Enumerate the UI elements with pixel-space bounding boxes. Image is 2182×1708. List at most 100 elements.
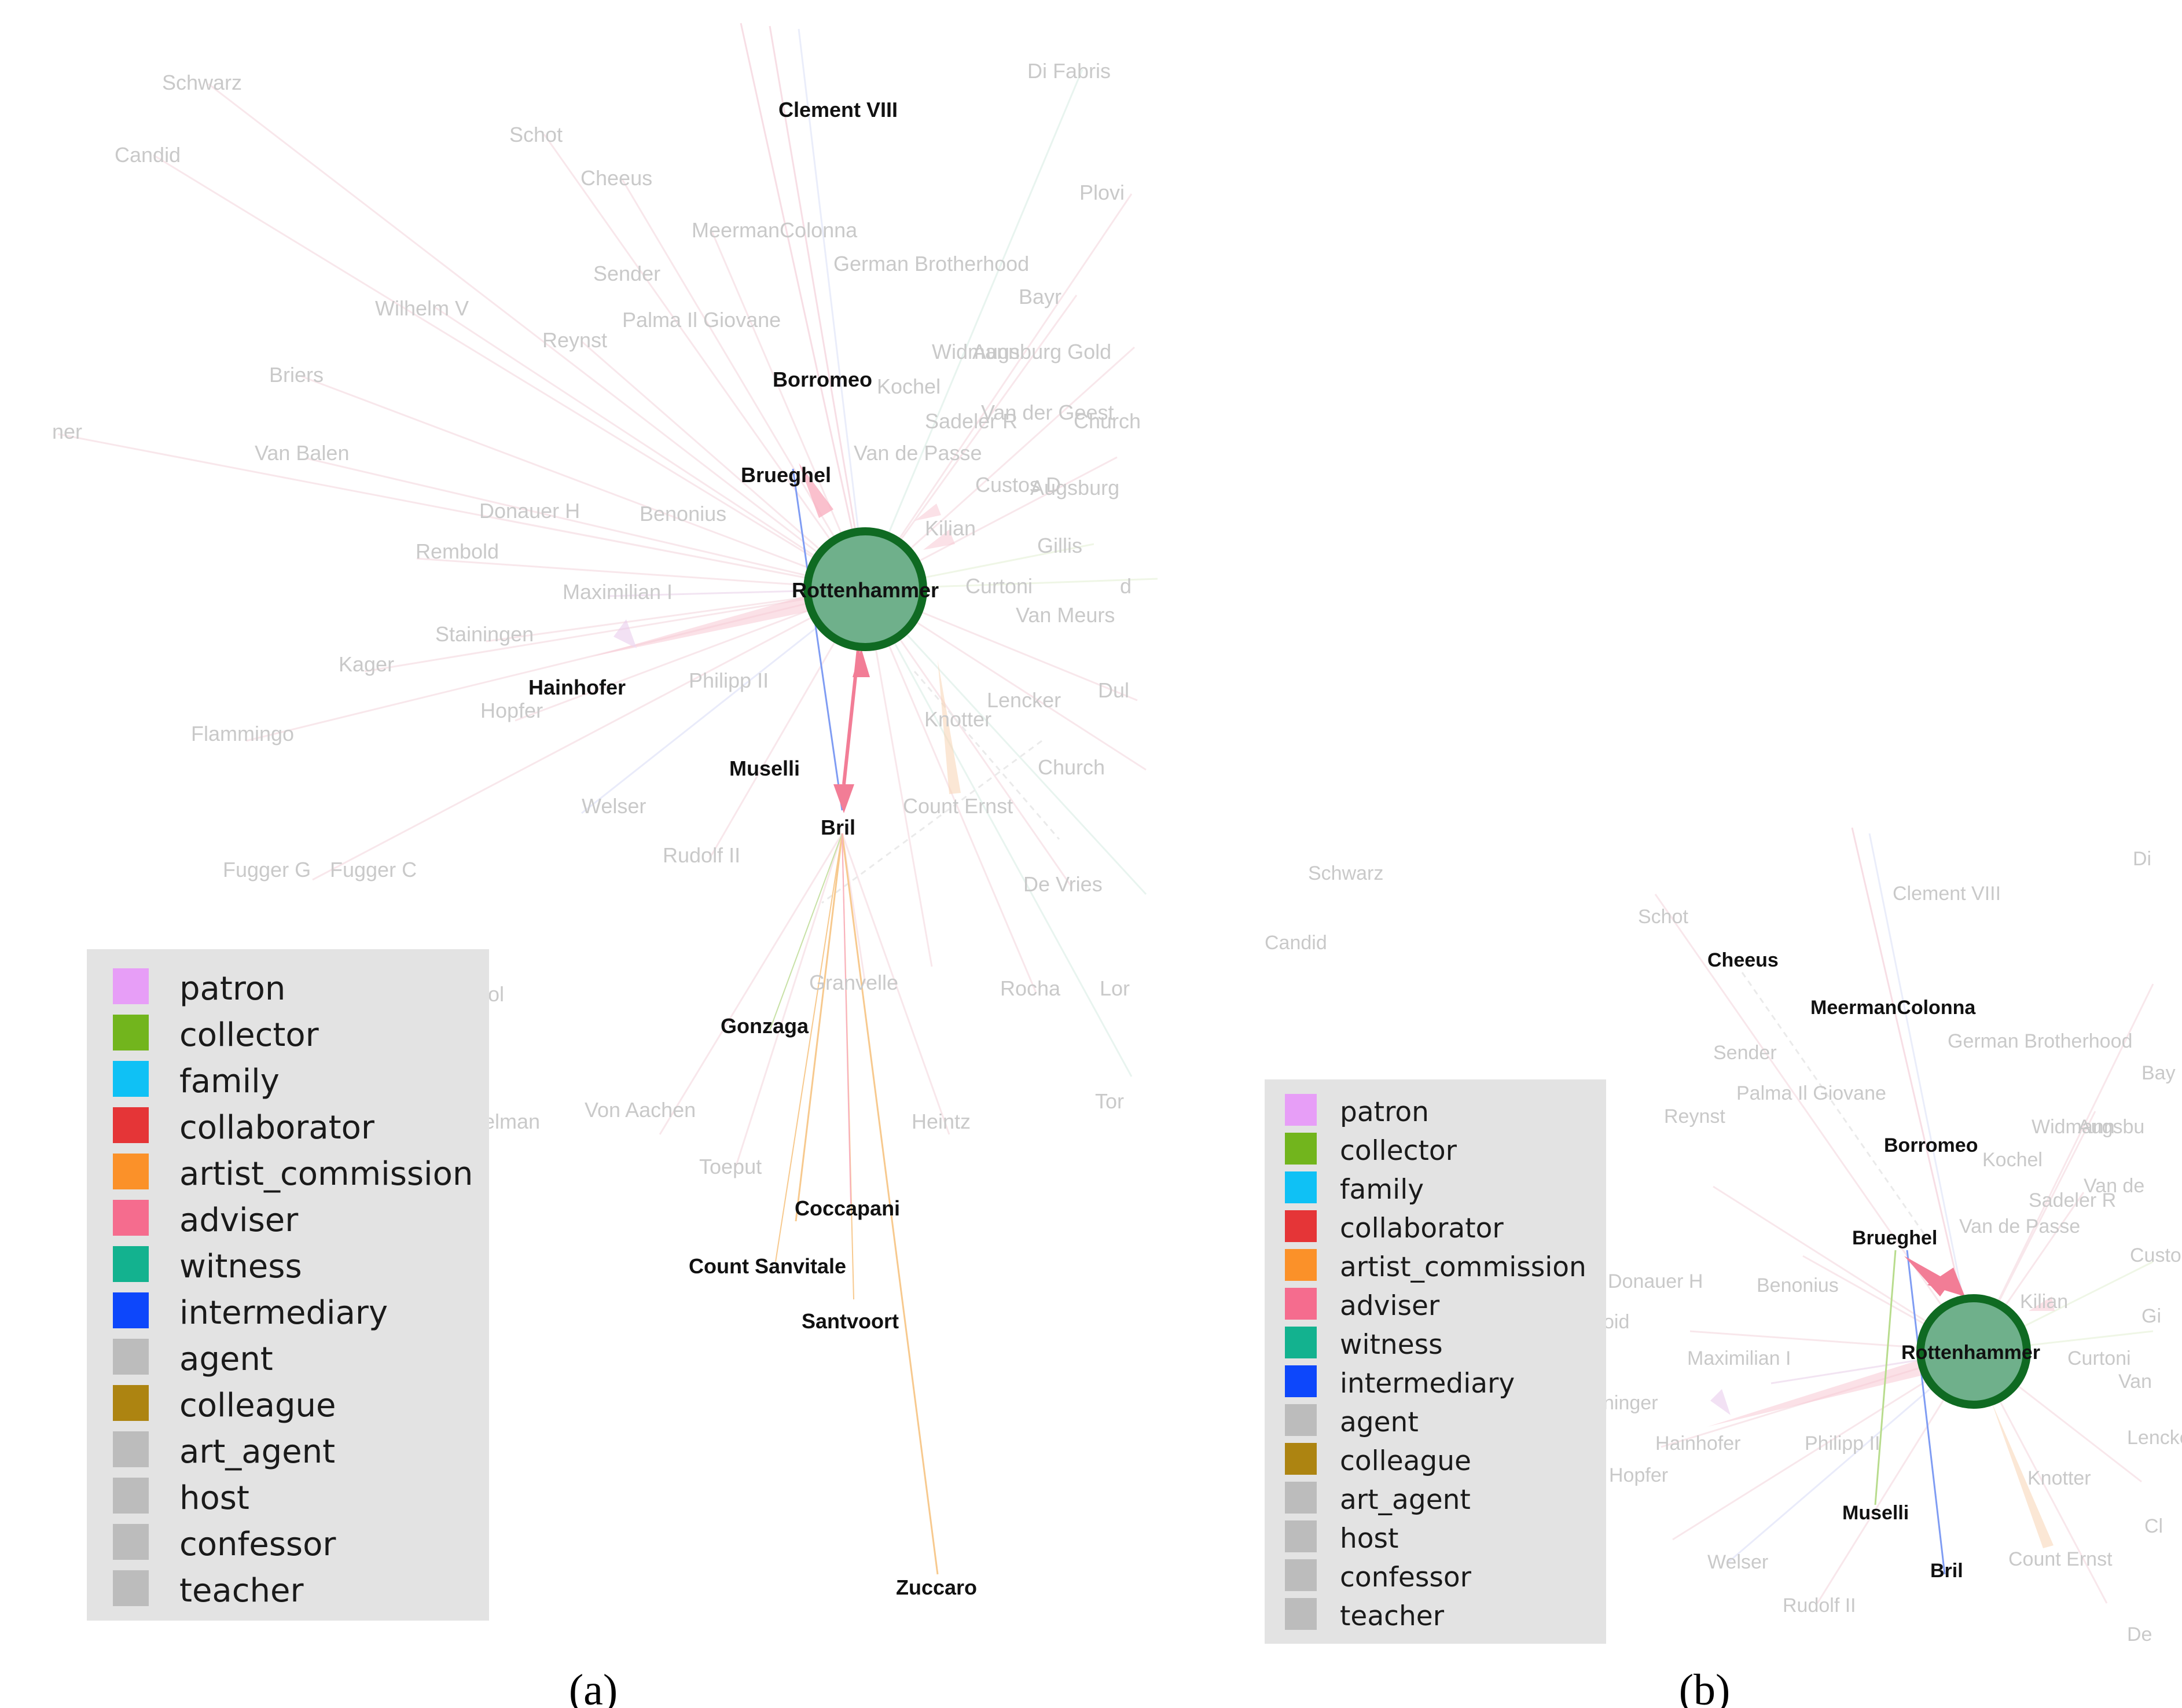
node-label: Borromeo — [1884, 1134, 1978, 1156]
legend-swatch-agent — [113, 1339, 149, 1375]
node-label-faded: Wilhelm V — [375, 296, 469, 320]
legend-label-confessor: confessor — [179, 1526, 336, 1563]
legend-swatch-witness — [113, 1246, 149, 1282]
node-circle-rottenhammer-b[interactable] — [1916, 1294, 2031, 1409]
node-label-faded: ninger — [1603, 1392, 1658, 1414]
node-label-faded: Candid — [115, 143, 181, 167]
legend-label-artist-commission: artist_commission — [1340, 1251, 1586, 1283]
node-label-faded: Palma Il Giovane — [622, 308, 781, 332]
node-label-faded: Schot — [509, 123, 563, 146]
panel-a-highlight-labels: Clement VIII Borromeo Brueghel Hainhofer… — [528, 98, 977, 1599]
node-label-faded: Hopfer — [1609, 1464, 1668, 1486]
legend-label-teacher: teacher — [1340, 1600, 1445, 1632]
node-label-faded: Philipp II — [689, 668, 769, 692]
legend-swatch-artist-commission — [113, 1154, 149, 1189]
node-label-faded: elman — [483, 1110, 540, 1133]
node-label: Borromeo — [773, 368, 872, 391]
node-label-faded: Donauer H — [479, 499, 580, 523]
legend-swatch-adviser — [1285, 1288, 1317, 1320]
node-label-faded: Knotter — [924, 707, 991, 731]
node-label-faded: Plovi — [1079, 181, 1125, 204]
node-label-faded: Count Ernst — [903, 794, 1013, 818]
legend-b-box — [1265, 1079, 1606, 1644]
node-label-faded: Di — [2133, 848, 2151, 870]
node-label-faded: Maximilian I — [563, 580, 673, 604]
node-label-faded: Custos — [2130, 1244, 2182, 1266]
panel-a-highlight-edges — [769, 463, 939, 1575]
legend-label-host: host — [179, 1479, 249, 1517]
legend-swatch-confessor — [113, 1524, 149, 1560]
node-label-faded: Lencker — [987, 688, 1061, 712]
node-label-faded: Benonius — [1757, 1274, 1839, 1296]
node-label-faded: Lencke — [2127, 1427, 2182, 1449]
node-label-faded: Reynst — [1664, 1105, 1725, 1127]
legend-swatch-collector — [113, 1015, 149, 1050]
legend-b: patron collector family collaborator artist_… — [1265, 1079, 1606, 1644]
legend-swatch-collaborator — [113, 1107, 149, 1143]
node-label-faded: oid — [1603, 1311, 1629, 1333]
legend-label-witness: witness — [179, 1248, 302, 1285]
panel-a-faded-edges — [57, 23, 1158, 1170]
node-label-faded: De Vries — [1023, 872, 1103, 896]
legend-label-intermediary: intermediary — [179, 1294, 388, 1332]
legend-swatch-intermediary — [113, 1292, 149, 1328]
node-label-faded: Briers — [269, 363, 324, 387]
node-label-faded: Tor — [1095, 1089, 1124, 1113]
node-label-faded: Di Fabris — [1027, 59, 1111, 83]
node-label-center-b: Rottenhammer — [1901, 1342, 2040, 1364]
node-label-faded: Rocha — [1000, 976, 1061, 1000]
node-label-faded: Church — [1074, 409, 1141, 433]
panel-b-highlight-edges — [1874, 1250, 1965, 1575]
legend-label-agent: agent — [179, 1340, 273, 1378]
node-label-faded: Fugger C — [330, 858, 417, 881]
node-label-faded: Cheeus — [581, 166, 652, 190]
node-label-faded: Palma Il Giovane — [1736, 1082, 1886, 1104]
legend-swatch-host — [1285, 1520, 1317, 1552]
node-label-faded: Widmann — [2032, 1116, 2115, 1138]
node-label-faded: Widmann — [932, 340, 1020, 363]
node-label-faded: Sadeler R — [925, 409, 1017, 433]
caption-a: (a) — [569, 1666, 618, 1708]
node-circle-rottenhammer[interactable] — [803, 527, 927, 651]
node-label-faded: Welser — [1707, 1551, 1768, 1573]
node-label-faded: Heintz — [912, 1110, 971, 1133]
node-label-faded: Augsburg Gold — [972, 340, 1111, 363]
legend-swatch-family — [1285, 1171, 1317, 1203]
node-label-faded: Church — [1038, 755, 1105, 779]
node-label-faded: Augsburg — [1030, 476, 1119, 499]
legend-swatch-collector — [1285, 1133, 1317, 1165]
node-label-faded: Flammingo — [191, 722, 294, 745]
legend-label-host: host — [1340, 1523, 1398, 1555]
panel-b-highlight-labels: Cheeus MeermanColonna Borromeo Brueghel … — [1707, 949, 1978, 1582]
legend-swatch-agent — [1285, 1404, 1317, 1436]
legend-label-family: family — [1340, 1174, 1424, 1206]
node-label: Brueghel — [741, 463, 831, 487]
node-label-faded: Curtoni — [2067, 1347, 2131, 1369]
legend-label-teacher: teacher — [179, 1572, 304, 1610]
node-label-faded: German Brotherhood — [1948, 1030, 2132, 1052]
node-label-faded: Donauer H — [1608, 1270, 1703, 1292]
node-label: MeermanColonna — [1810, 997, 1976, 1019]
node-label-faded: Van de Passe — [1959, 1215, 2080, 1237]
node-label-faded: MeermanColonna — [692, 218, 858, 242]
panel-a-faded-arrows — [590, 504, 961, 794]
node-label-faded: Custos D — [975, 473, 1061, 497]
node-label-faded: Bayr — [1019, 285, 1061, 308]
legend-swatch-teacher — [113, 1570, 149, 1606]
legend-label-witness: witness — [1340, 1329, 1443, 1361]
legend-label-collector: collector — [1340, 1135, 1457, 1167]
node-label-faded: Curtoni — [965, 574, 1033, 598]
legend-swatch-adviser — [113, 1200, 149, 1236]
node-label-faded: Van der Geest — [981, 401, 1114, 424]
legend-a-box — [87, 949, 489, 1621]
node-label-faded: Gi — [2141, 1305, 2161, 1327]
node-label: Gonzaga — [721, 1014, 809, 1038]
node-label-faded: Kilian — [925, 516, 976, 540]
node-label: Brueghel — [1852, 1227, 1937, 1249]
node-label: Muselli — [729, 756, 800, 780]
node-label-faded: Rudolf II — [663, 843, 740, 867]
panel-b-faded-arrows — [1707, 1296, 2055, 1548]
node-label: Clement VIII — [778, 98, 898, 122]
node-label: Coccapani — [795, 1196, 900, 1220]
